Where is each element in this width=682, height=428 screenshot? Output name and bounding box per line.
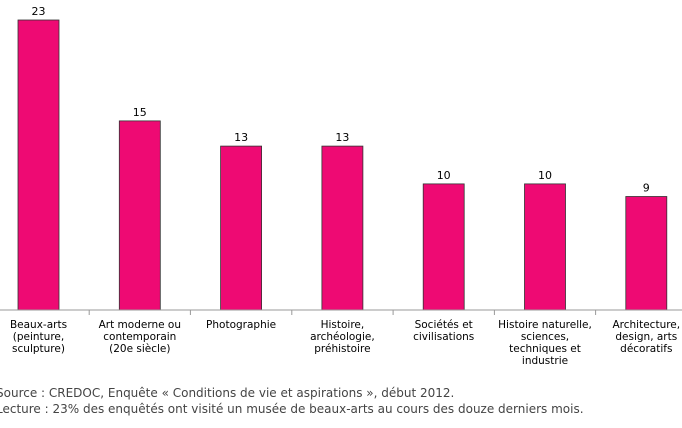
category-label-line: Art moderne ou	[99, 319, 181, 331]
category-label-line: sculpture)	[12, 343, 65, 355]
bar-3	[220, 145, 263, 311]
source-note: Source : CREDOC, Enquête « Conditions de…	[0, 386, 455, 400]
value-label-4: 13	[335, 131, 349, 144]
reading-note: Lecture : 23% des enquêtés ont visité un…	[0, 402, 584, 416]
bar-4	[321, 145, 364, 311]
category-label-6: Histoire naturelle, sciences, techniques e…	[498, 319, 592, 367]
category-label-line: (peinture,	[13, 331, 64, 343]
value-label-3: 13	[234, 131, 248, 144]
category-label-line: civilisations	[413, 331, 474, 343]
value-label-5: 10	[437, 169, 451, 182]
category-label-2: Art moderne ou contemporain (20e siècle)	[99, 319, 181, 355]
bar-6	[524, 183, 566, 311]
chart-notes: Source : CREDOC, Enquête « Conditions de…	[0, 385, 682, 417]
category-label-line: préhistoire	[314, 343, 370, 355]
category-labels-group: Beaux-arts (peinture, sculpture) Art modern…	[10, 319, 680, 367]
x-axis-ticks	[88, 310, 597, 315]
bar-7	[625, 196, 668, 311]
value-label-6: 10	[538, 169, 552, 182]
category-label-line: sciences,	[521, 331, 569, 343]
category-label-7: Architecture, design, arts décoratifs	[612, 319, 680, 355]
value-label-1: 23	[32, 5, 46, 18]
category-label-line: (20e siècle)	[109, 343, 170, 355]
category-label-line: Sociétés et	[415, 319, 473, 331]
bar-5	[422, 183, 465, 311]
category-label-3: Photographie	[206, 319, 276, 331]
value-labels-group: 23 15 13 13 10 10 9	[32, 5, 650, 195]
category-label-5: Sociétés et civilisations	[413, 319, 474, 343]
category-label-line: Photographie	[206, 319, 276, 331]
value-label-2: 15	[133, 106, 147, 119]
category-label-line: design, arts	[615, 331, 677, 343]
category-label-line: Architecture,	[612, 319, 680, 331]
category-label-line: archéologie,	[310, 331, 375, 343]
bars-group	[17, 19, 668, 311]
category-label-1: Beaux-arts (peinture, sculpture)	[10, 319, 67, 355]
category-label-line: Histoire naturelle,	[498, 319, 592, 331]
category-label-4: Histoire, archéologie, préhistoire	[310, 319, 375, 355]
category-label-line: Histoire,	[321, 319, 365, 331]
category-label-line: industrie	[522, 355, 568, 367]
category-label-line: contemporain	[103, 331, 176, 343]
bar-2	[118, 120, 161, 311]
value-label-7: 9	[643, 182, 650, 195]
bar-1	[17, 19, 60, 311]
category-label-line: Beaux-arts	[10, 319, 67, 331]
category-label-line: décoratifs	[620, 343, 672, 355]
category-label-line: techniques et	[509, 343, 581, 355]
